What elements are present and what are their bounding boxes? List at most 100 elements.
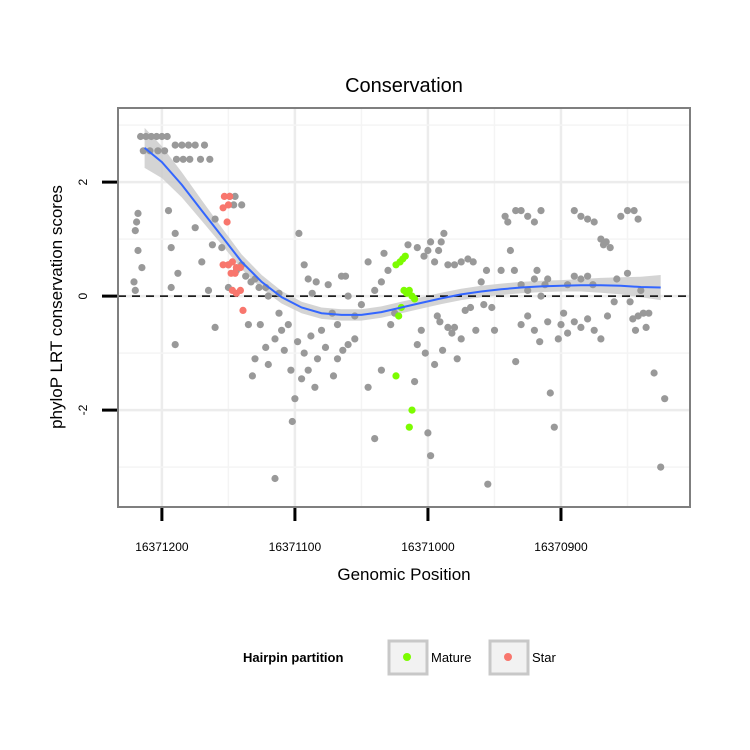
x-tick-label: 16371200 — [135, 540, 189, 554]
legend-dot-star — [504, 653, 512, 661]
other-point — [178, 141, 186, 149]
mature-point — [411, 295, 419, 303]
other-point — [530, 326, 539, 334]
other-point — [147, 132, 155, 141]
other-point — [536, 338, 544, 346]
other-point — [134, 246, 142, 255]
other-point — [453, 355, 461, 363]
mature-point — [395, 312, 403, 320]
other-point — [271, 474, 279, 483]
star-point — [236, 264, 244, 272]
other-point — [544, 318, 552, 326]
other-point — [457, 258, 465, 266]
star-point — [219, 261, 227, 269]
other-point — [466, 303, 475, 312]
other-point — [264, 292, 272, 300]
other-point — [530, 275, 539, 283]
legend: Hairpin partition Mature Star — [243, 639, 557, 676]
other-point — [174, 269, 182, 277]
other-point — [256, 321, 264, 329]
other-point — [242, 272, 250, 280]
other-point — [138, 264, 146, 272]
other-point — [130, 278, 138, 286]
other-point — [186, 155, 194, 163]
other-point — [357, 301, 365, 309]
other-point — [364, 383, 372, 391]
other-point — [584, 272, 592, 280]
other-point — [420, 252, 428, 260]
other-point — [477, 278, 485, 286]
smooth-line — [143, 147, 661, 316]
other-point — [431, 360, 439, 369]
other-point — [464, 255, 472, 263]
star-point — [224, 201, 232, 209]
other-point — [603, 312, 612, 320]
other-point — [570, 272, 578, 280]
other-point — [623, 269, 632, 277]
other-point — [271, 335, 279, 343]
other-point — [424, 246, 432, 255]
other-point — [264, 360, 272, 369]
other-point — [517, 321, 525, 329]
other-point — [417, 326, 425, 334]
other-point — [133, 218, 141, 226]
other-point — [650, 369, 658, 377]
other-point — [427, 452, 435, 460]
other-point — [642, 323, 650, 331]
other-point — [204, 286, 213, 294]
other-point — [504, 218, 512, 226]
other-point — [577, 212, 585, 220]
y-tick-label: 2 — [76, 178, 90, 185]
other-point — [154, 147, 162, 155]
other-point — [436, 318, 444, 326]
other-point — [590, 326, 598, 334]
other-point — [161, 147, 169, 155]
other-point — [300, 349, 308, 357]
star-point — [226, 192, 234, 200]
other-point — [163, 132, 171, 141]
other-point — [172, 155, 181, 163]
other-point — [198, 258, 206, 266]
other-point — [171, 341, 179, 349]
chart-title: Conservation — [345, 75, 463, 97]
other-point — [411, 378, 419, 386]
other-point — [439, 346, 447, 354]
other-point — [480, 301, 488, 309]
other-point — [590, 218, 598, 226]
other-point — [255, 283, 263, 292]
other-point — [631, 326, 640, 334]
other-point — [308, 289, 316, 297]
other-point — [191, 224, 199, 232]
other-point — [384, 266, 392, 274]
x-tick-label: 16370900 — [534, 540, 588, 554]
other-point — [371, 286, 379, 294]
other-point — [634, 312, 642, 320]
other-point — [570, 207, 578, 215]
other-point — [333, 355, 342, 363]
other-point — [637, 286, 645, 294]
other-point — [606, 244, 614, 252]
x-axis-title: Genomic Position — [337, 565, 470, 584]
other-point — [298, 375, 306, 383]
other-point — [613, 275, 621, 283]
other-point — [584, 315, 592, 323]
other-point — [300, 261, 308, 269]
y-tick-label: -2 — [76, 404, 90, 415]
other-point — [313, 355, 322, 363]
other-point — [206, 155, 214, 163]
other-point — [421, 349, 429, 357]
y-axis-title: phyloP LRT conservation scores — [47, 185, 66, 429]
other-point — [524, 312, 532, 320]
other-point — [623, 207, 632, 215]
other-point — [497, 266, 505, 274]
other-point — [208, 241, 216, 249]
other-point — [294, 338, 302, 346]
other-point — [238, 201, 246, 209]
other-point — [564, 329, 572, 337]
other-point — [288, 417, 296, 426]
other-point — [524, 286, 532, 294]
other-point — [629, 315, 637, 323]
other-point — [329, 372, 338, 380]
other-point — [435, 246, 443, 255]
